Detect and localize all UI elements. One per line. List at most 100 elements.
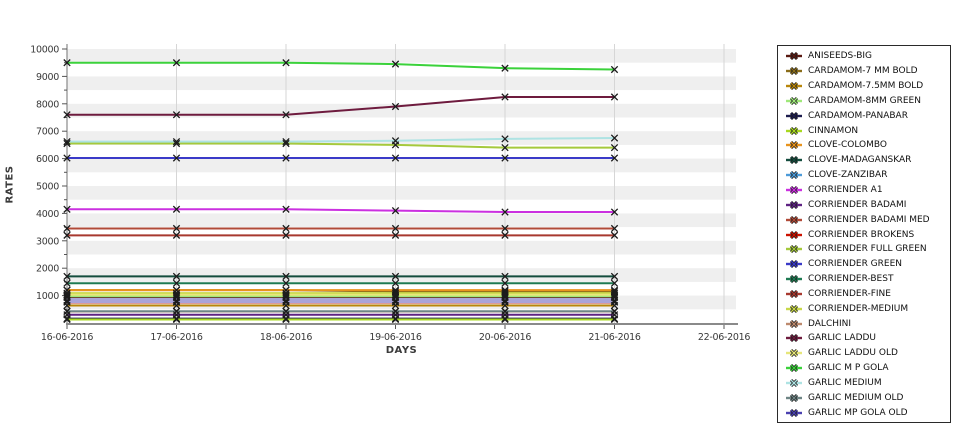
legend-label: ANISEEDS-BIG	[808, 51, 873, 62]
legend-item: CORRIENDER BROKENS	[778, 227, 950, 242]
legend-item: GARLIC MP GOLA OLD	[778, 405, 950, 420]
legend-marker-x-icon	[786, 171, 802, 180]
point-marker-x-icon	[63, 272, 71, 281]
legend-marker-x-icon	[786, 349, 802, 358]
point-marker-x-icon	[501, 64, 509, 72]
point-marker-x-icon	[391, 291, 400, 299]
legend-marker-x-icon	[786, 96, 802, 106]
series-line-GARLIC M P GOLA	[67, 61, 615, 71]
y-tick-label: 1000	[36, 291, 59, 302]
series-line-GARLIC LADDU	[67, 95, 615, 116]
legend-label: CORRIENDER-FINE	[808, 288, 891, 299]
point-marker-x-icon	[391, 102, 400, 111]
legend-marker-x-icon	[786, 67, 802, 76]
legend-item: CARDAMOM-8MM GREEN	[778, 94, 950, 109]
legend-label: CORRIENDER-BEST	[808, 274, 894, 285]
point-marker-x-icon	[282, 139, 290, 148]
point-marker-x-icon	[610, 93, 619, 101]
point-marker-x-icon	[610, 272, 619, 281]
point-marker-x-icon	[282, 231, 290, 239]
legend-label: GARLIC MEDIUM OLD	[808, 392, 904, 403]
legend-marker-x-icon	[786, 185, 802, 195]
legend-marker-x-icon	[786, 126, 802, 135]
point-marker-x-icon	[501, 143, 509, 152]
point-marker-x-icon	[63, 137, 71, 146]
y-tick-label: 5000	[36, 182, 59, 193]
legend-list: ANISEEDS-BIG CARDAMOM-7 MM BOLD CARDAMOM-7…	[778, 49, 950, 420]
x-tick-label: 22-06-2016	[698, 332, 750, 343]
point-marker-x-icon	[391, 60, 400, 68]
legend-item: CARDAMOM-PANABAR	[778, 108, 950, 123]
legend-marker-x-icon	[786, 82, 802, 91]
y-axis-title: RATES	[4, 165, 16, 204]
plot-band	[67, 186, 736, 200]
point-marker-x-icon	[391, 231, 400, 239]
point-marker-x-icon	[282, 154, 290, 162]
legend-item: CORRIENDER GREEN	[778, 257, 950, 272]
point-marker-x-icon	[63, 231, 71, 239]
plot-band	[67, 268, 736, 282]
plot-band	[67, 240, 736, 255]
legend-label: GARLIC MEDIUM	[808, 377, 882, 388]
point-marker-x-icon	[610, 231, 619, 239]
point-marker-x-icon	[391, 154, 400, 162]
legend-item: GARLIC MEDIUM	[778, 376, 950, 391]
plot-band	[67, 213, 736, 228]
legend-label: CARDAMOM-8MM GREEN	[808, 95, 921, 106]
plot-band	[67, 49, 736, 63]
legend-item: CLOVE-MADAGANSKAR	[778, 153, 950, 168]
legend-label: CORRIENDER-MEDIUM	[808, 303, 909, 314]
y-tick-label: 2000	[36, 264, 59, 275]
point-marker-x-icon	[282, 137, 290, 146]
point-marker-x-icon	[172, 137, 181, 146]
point-marker-x-icon	[610, 298, 619, 306]
point-marker-x-icon	[501, 291, 509, 299]
point-marker-x-icon	[172, 111, 181, 119]
legend-marker-x-icon	[786, 289, 802, 298]
legend-label: GARLIC LADDU OLD	[808, 348, 898, 359]
point-marker-x-icon	[501, 307, 509, 315]
point-marker-x-icon	[391, 224, 400, 233]
point-marker-x-icon	[610, 65, 619, 74]
legend-item: CORRIENDER-FINE	[778, 287, 950, 302]
legend-item: CORRIENDER-BEST	[778, 272, 950, 287]
point-marker-x-icon	[501, 135, 509, 143]
legend-item: GARLIC LADDU	[778, 331, 950, 346]
point-marker-x-icon	[172, 296, 181, 305]
point-marker-x-icon	[610, 279, 619, 287]
legend-item: CLOVE-COLOMBO	[778, 138, 950, 153]
point-marker-x-icon	[282, 205, 290, 213]
legend-label: CARDAMOM-PANABAR	[808, 110, 908, 121]
point-marker-x-icon	[501, 231, 509, 239]
point-marker-x-icon	[172, 272, 181, 281]
legend-item: CORRIENDER-MEDIUM	[778, 301, 950, 316]
legend-marker-x-icon	[786, 393, 802, 402]
legend-label: CLOVE-MADAGANSKAR	[808, 155, 912, 166]
point-marker-x-icon	[63, 298, 71, 306]
legend-label: GARLIC M P GOLA	[808, 363, 889, 374]
point-marker-x-icon	[282, 224, 290, 233]
point-marker-x-icon	[63, 289, 71, 297]
point-marker-x-icon	[282, 291, 290, 299]
point-marker-x-icon	[501, 93, 509, 101]
point-marker-x-icon	[172, 291, 181, 299]
x-tick-label: 17-06-2016	[150, 332, 202, 343]
legend-label: CORRIENDER FULL GREEN	[808, 244, 927, 255]
point-marker-x-icon	[610, 296, 619, 305]
point-marker-x-icon	[610, 134, 619, 142]
x-axis-title: DAYS	[385, 345, 418, 356]
point-marker-x-icon	[172, 59, 181, 67]
point-marker-x-icon	[172, 205, 181, 213]
point-marker-x-icon	[282, 289, 290, 297]
point-marker-x-icon	[391, 272, 400, 281]
y-tick-label: 8000	[36, 99, 59, 110]
point-marker-x-icon	[391, 137, 400, 145]
point-marker-x-icon	[610, 154, 619, 162]
point-marker-x-icon	[391, 296, 400, 305]
point-marker-x-icon	[172, 224, 181, 233]
legend-label: GARLIC MP GOLA OLD	[808, 407, 908, 418]
point-marker-x-icon	[172, 279, 181, 287]
point-marker-x-icon	[282, 298, 290, 306]
